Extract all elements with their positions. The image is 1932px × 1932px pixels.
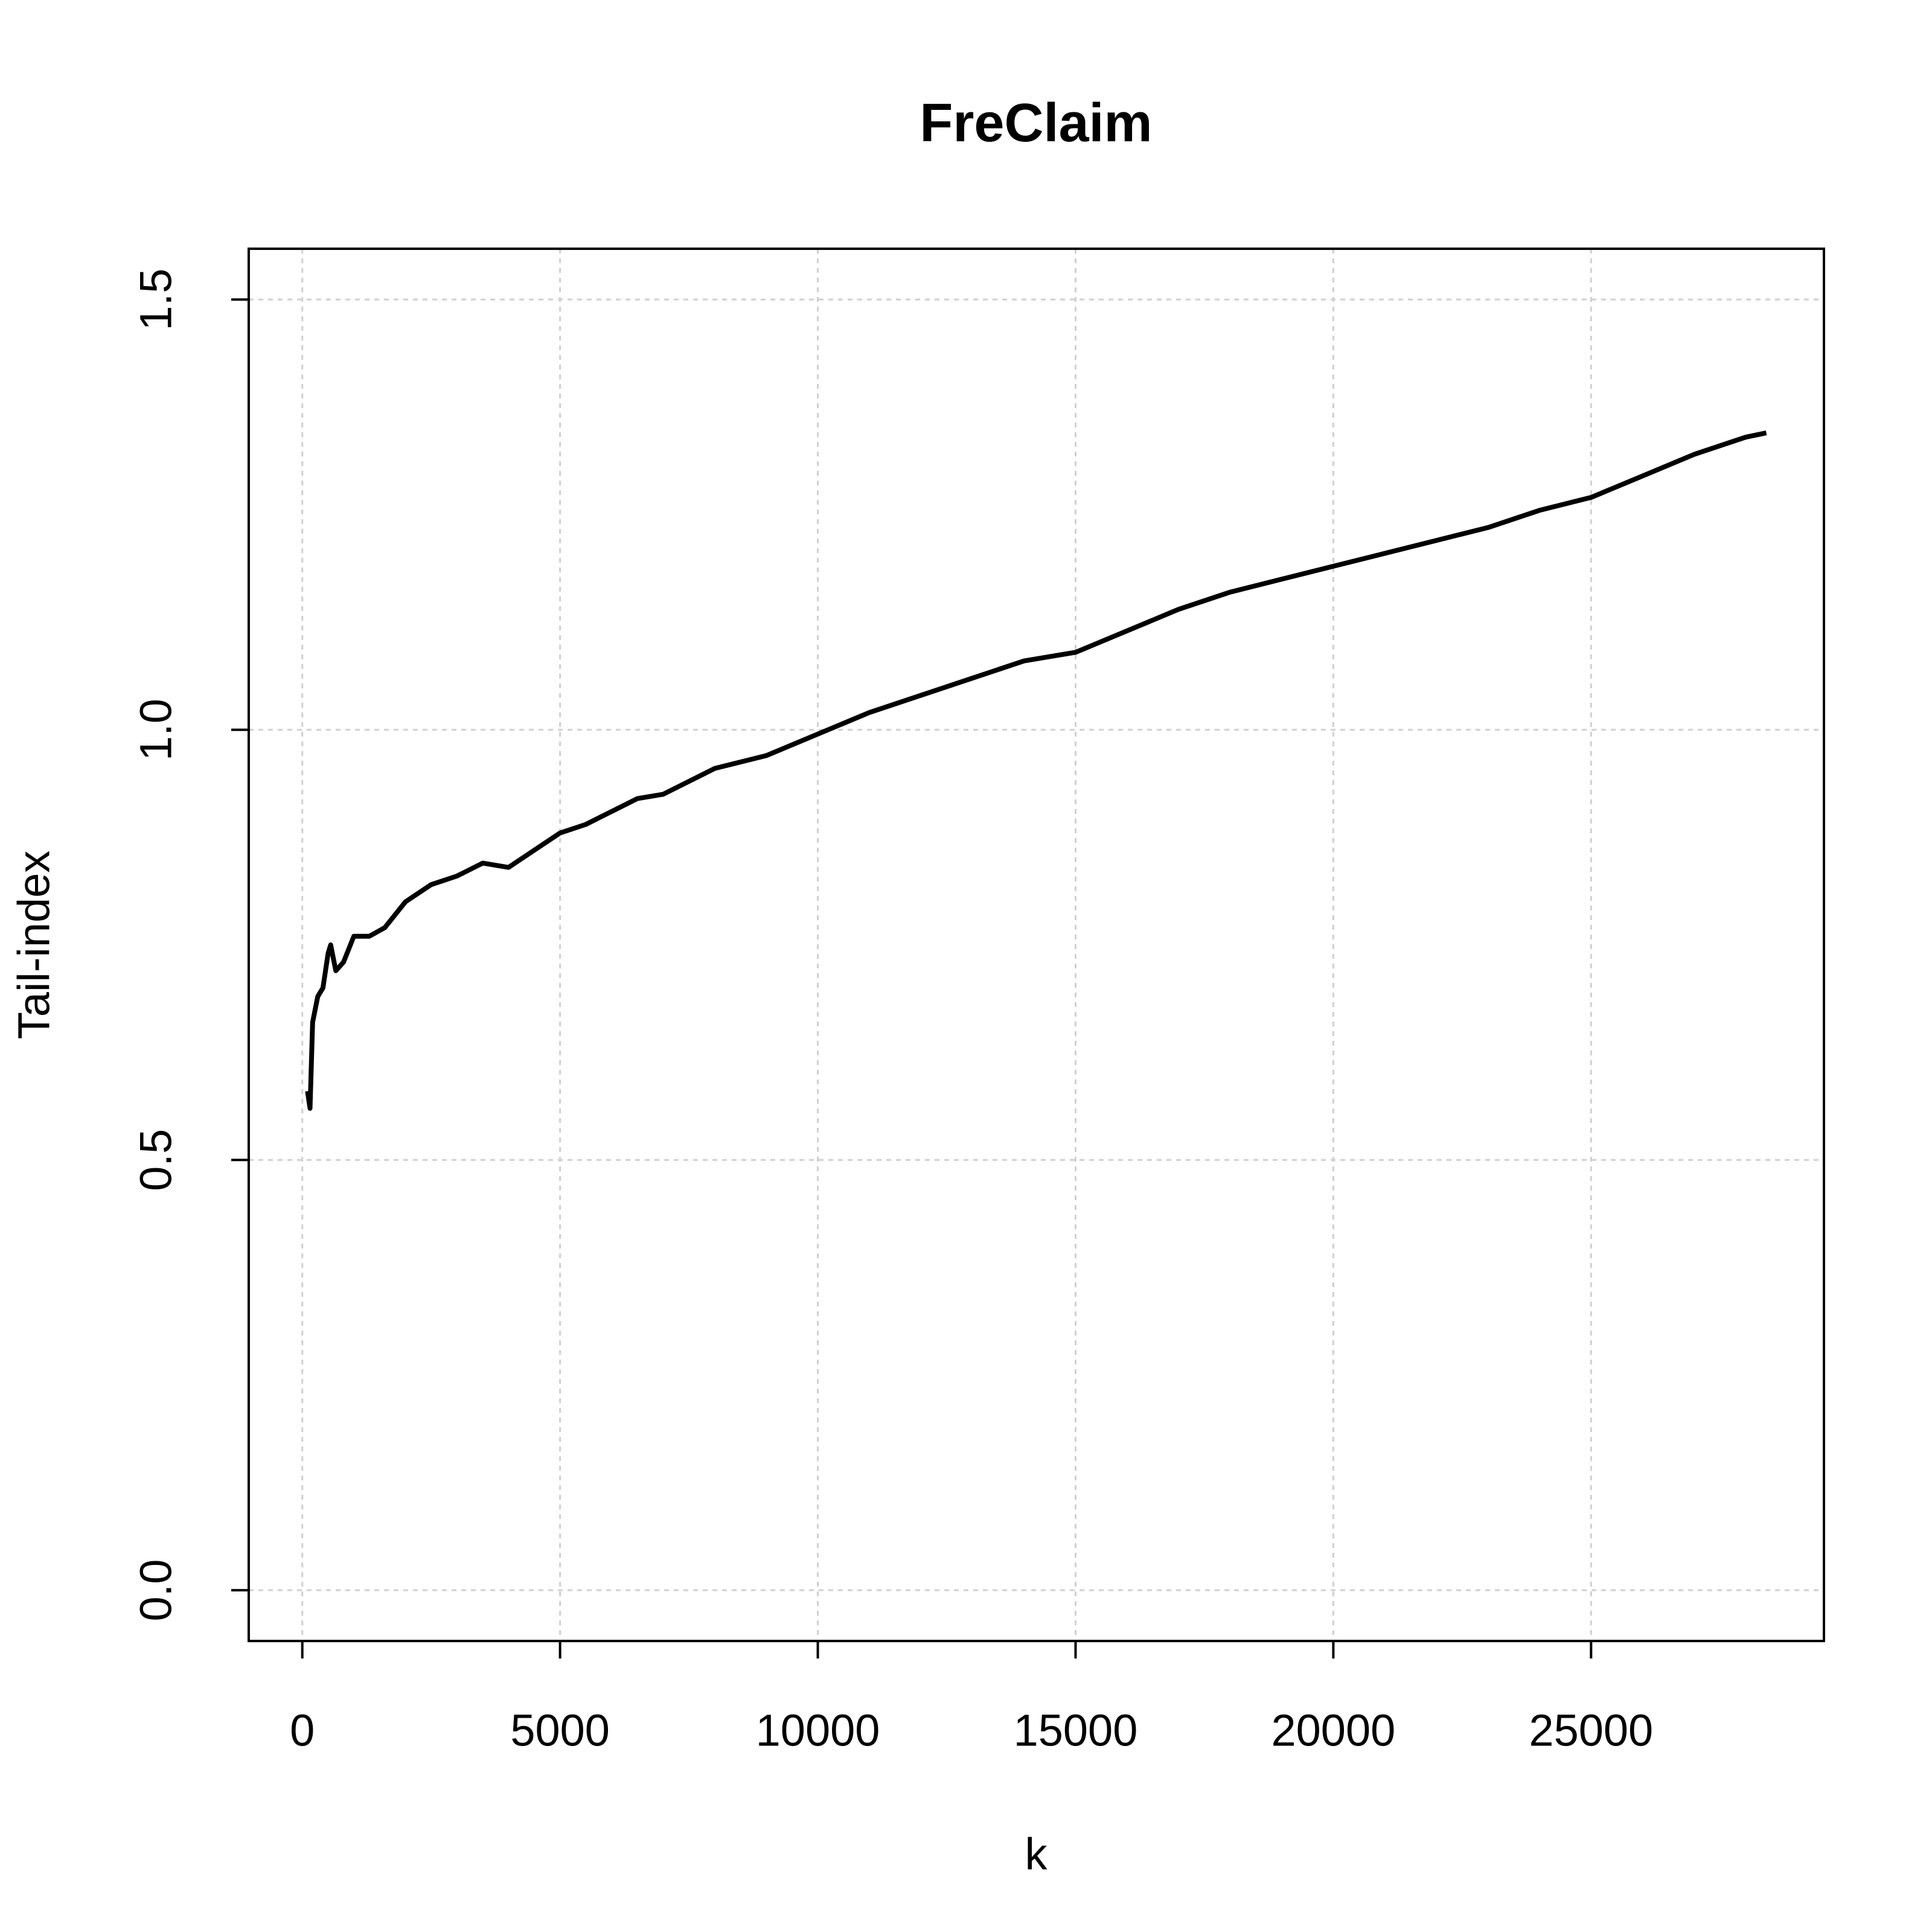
y-tick-label: 1.0: [131, 699, 181, 761]
x-tick-label: 20000: [1271, 1706, 1396, 1756]
y-tick-label: 0.0: [131, 1559, 181, 1621]
x-tick-label: 5000: [510, 1706, 610, 1756]
y-tick-label: 0.5: [131, 1129, 181, 1191]
y-tick-label: 1.5: [131, 269, 181, 331]
x-axis-label: k: [1025, 1829, 1048, 1879]
plot-frame: [248, 248, 1825, 1642]
y-axis-label: Tail-index: [9, 851, 59, 1040]
chart-title: FreClaim: [920, 93, 1152, 153]
x-tick-label: 15000: [1014, 1706, 1138, 1756]
x-tick-label: 0: [290, 1706, 315, 1756]
data-line: [305, 430, 1767, 1111]
x-tick-label: 10000: [756, 1706, 880, 1756]
x-tick-label: 25000: [1529, 1706, 1653, 1756]
